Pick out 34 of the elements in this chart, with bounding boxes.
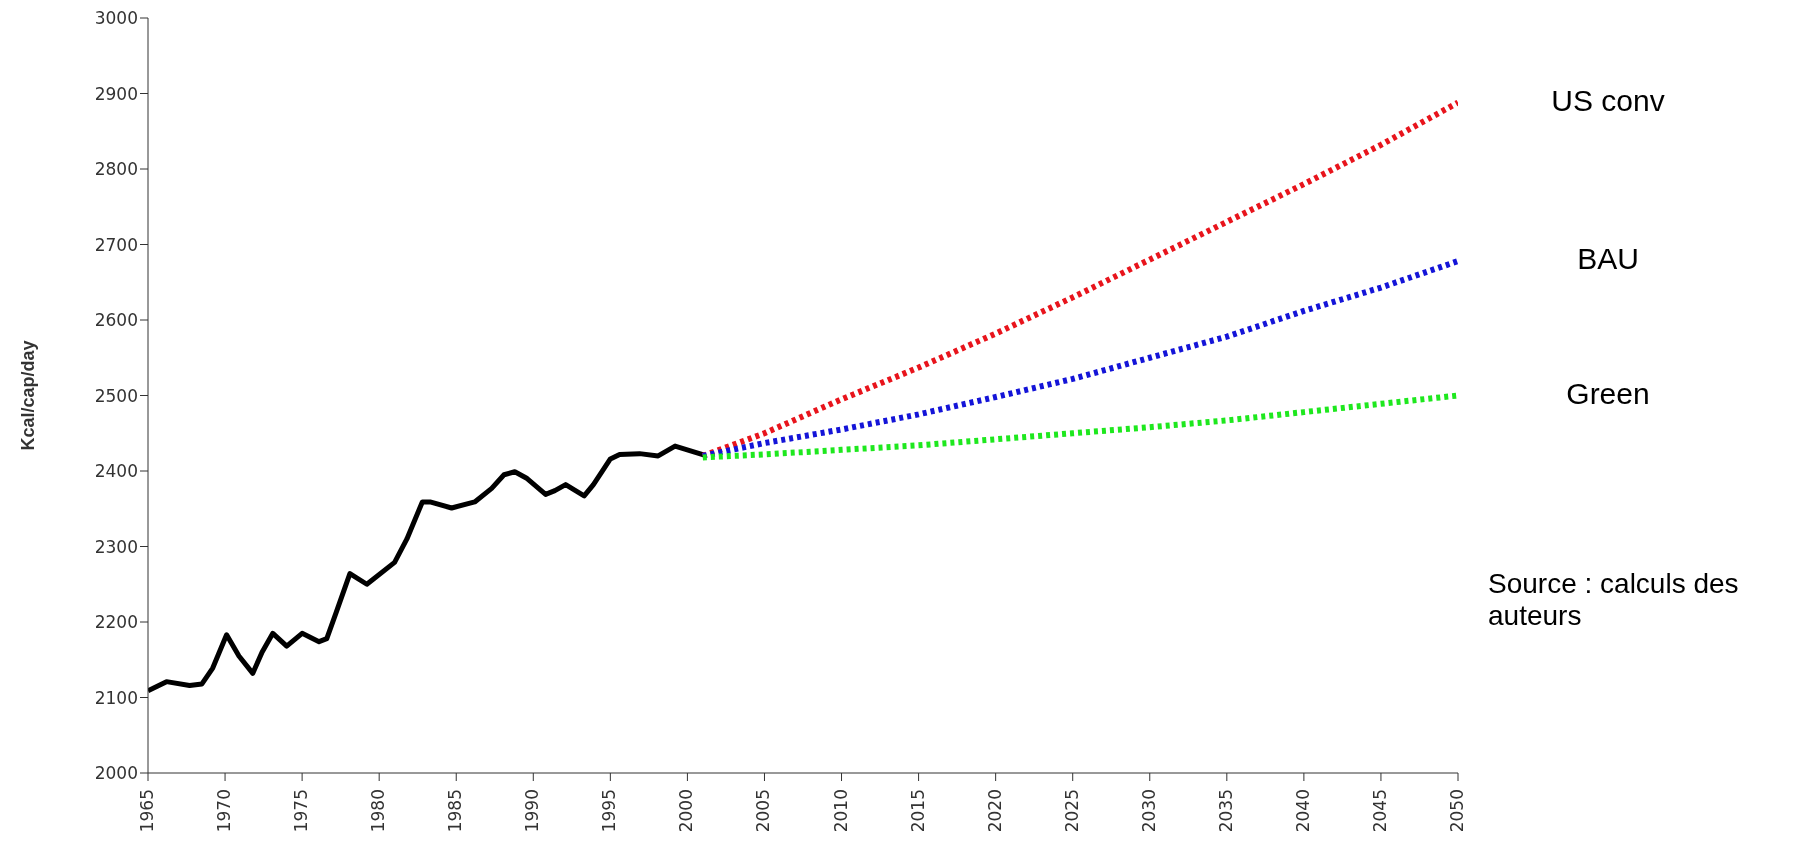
x-tick-label: 2030 [1138,789,1159,833]
x-tick-label: 1965 [137,789,157,833]
y-tick-label: 2900 [94,83,138,104]
x-tick-label: 1970 [214,789,235,833]
y-tick-label: 3000 [94,8,138,29]
x-tick-label: 2000 [676,789,697,833]
text: Green [1566,376,1650,410]
y-tick-label: 2800 [94,159,138,180]
x-tick-label: 1995 [599,789,620,833]
y-tick-label: 2600 [94,310,138,331]
y-tick-label: 2000 [94,763,138,784]
x-tick-label: 2045 [1369,789,1390,833]
y-tick-label: 2700 [94,234,138,255]
y-tick-label: 2200 [94,612,138,633]
x-tick-label: 2015 [907,789,928,833]
x-tick-label: 2010 [830,789,851,833]
y-tick-label: 2100 [94,687,138,708]
text: BAU [1577,242,1639,276]
x-tick-label: 2005 [753,789,774,833]
y-tick-label: 2300 [94,536,138,557]
x-tick-label: 1980 [368,789,389,833]
x-tick-label: 1990 [522,789,543,833]
y-tick-label: 2500 [94,385,138,406]
source-note: Source : calculs des auteurs [1488,568,1740,632]
x-tick-label: 2025 [1061,789,1082,833]
text: US conv [1551,83,1665,117]
y-tick-label: 2400 [94,461,138,482]
x-tick-label: 1975 [291,789,312,833]
x-tick-label: 2050 [1447,789,1467,833]
x-tick-label: 2040 [1292,789,1313,833]
x-tick-label: 1985 [445,789,466,833]
x-tick-label: 2020 [984,789,1005,833]
y-axis-title: Kcal/cap/day [18,340,39,451]
x-tick-label: 2035 [1215,789,1236,833]
